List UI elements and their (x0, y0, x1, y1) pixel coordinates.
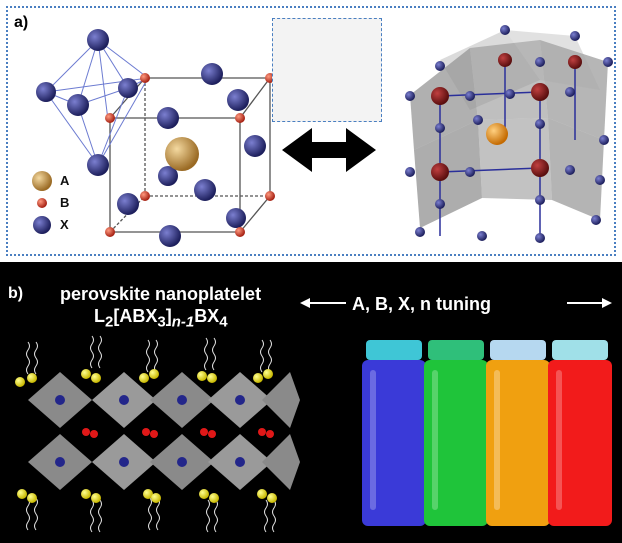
legend-b-icon (37, 198, 47, 208)
vials (362, 340, 612, 526)
a-atom-center (165, 137, 199, 171)
x-atoms-right (405, 25, 613, 243)
legend-b-label: B (60, 195, 70, 210)
ligand-chains (26, 335, 276, 533)
b-atoms-right (431, 53, 582, 181)
legend-a-icon (32, 171, 52, 191)
legend-x-icon (33, 216, 51, 234)
panel-a-label: a) (14, 14, 29, 31)
tuning-label: A, B, X, n tuning (352, 294, 491, 314)
x-atoms-left (36, 29, 266, 247)
formula: L2[ABX3]n-1BX4 (94, 306, 228, 331)
ligand-head-groups (15, 369, 277, 503)
double-arrow-icon (282, 128, 376, 172)
nanoplatelet-title: perovskite nanoplatelet (60, 284, 262, 304)
legend-a-label: A (60, 173, 70, 188)
tuning-arrows (300, 298, 612, 308)
a-atom-right (486, 123, 508, 145)
nanoplatelet-b-atoms (55, 395, 245, 467)
mineral-photo-frame (272, 18, 382, 122)
legend-x-label: X (60, 217, 69, 232)
b-atoms-left (105, 73, 275, 237)
nanoplatelet-a-cations (82, 428, 274, 438)
panel-b-label: b) (8, 285, 24, 302)
